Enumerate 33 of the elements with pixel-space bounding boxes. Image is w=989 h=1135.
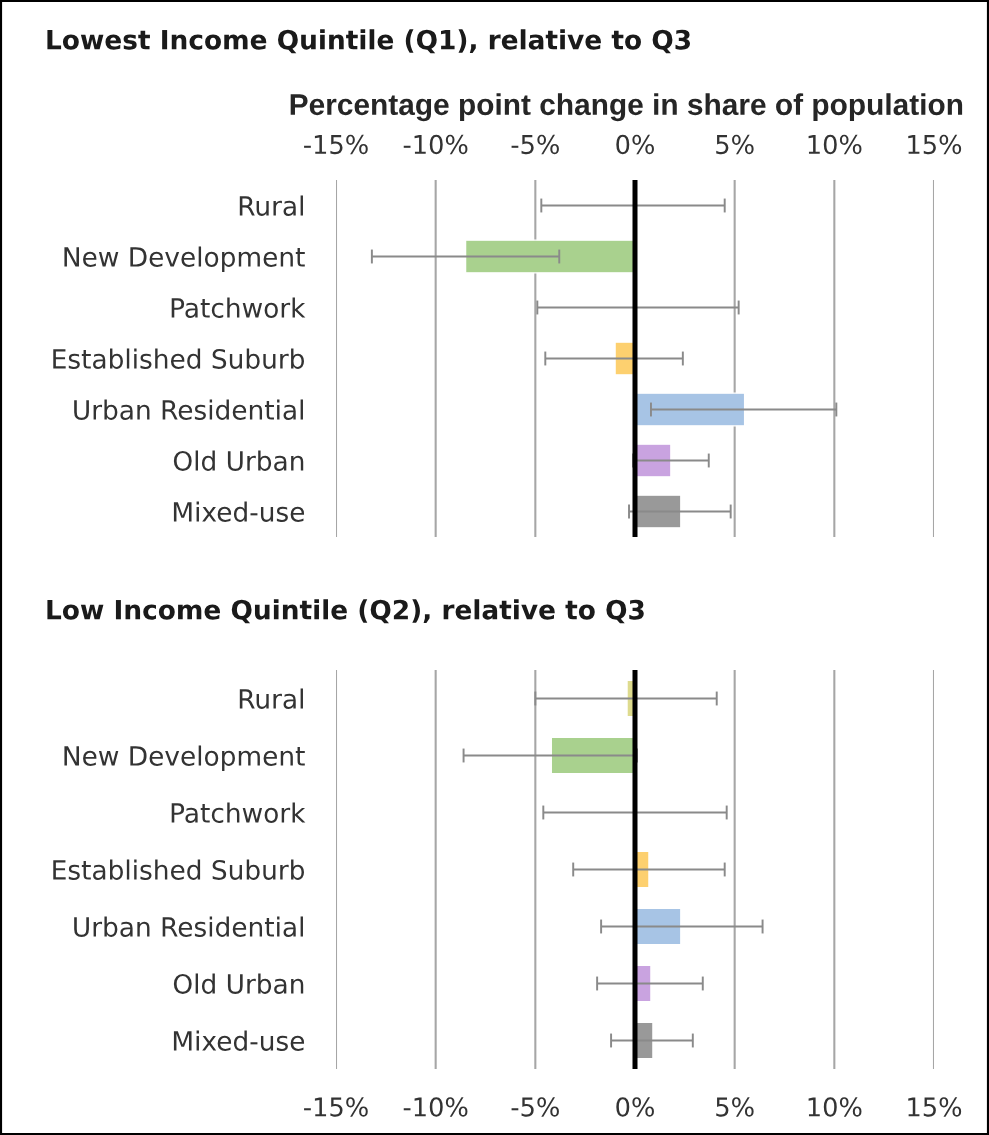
x-tick-label: 15% (908, 1097, 962, 1117)
y-tick-label: Mixed-use (173, 501, 305, 522)
y-tick-label: Patchwork (171, 802, 306, 823)
y-tick-label: Patchwork (171, 297, 306, 318)
x2-tick-label: 15% (908, 134, 962, 155)
x2-tick-label: 5% (716, 134, 754, 155)
y-tick-label: Rural (239, 688, 303, 709)
y-tick-label: Rural (239, 195, 303, 216)
x-tick-label: -15% (304, 1097, 368, 1117)
x2-tick-label: 0% (616, 134, 654, 155)
chart-title: Lowest Income Quintile (Q1), relative to Q3 (47, 29, 690, 54)
chart-title: Low Income Quintile (Q2), relative to Q3 (47, 599, 644, 624)
y-tick-label: Urban Residential (74, 916, 303, 937)
x2-tick-label: -5% (511, 134, 559, 155)
x-tick-label: 10% (808, 1097, 862, 1117)
x2-tick-label: -10% (403, 134, 468, 155)
x-tick-label: 5% (716, 1097, 754, 1117)
x-tick-label: -10% (403, 1097, 468, 1117)
bar (464, 239, 636, 274)
x2-tick-label: -15% (304, 134, 368, 155)
y-tick-label: Established Suburb (53, 859, 304, 880)
y-tick-label: Old Urban (173, 973, 304, 994)
bar (550, 736, 636, 775)
y-tick-label: New Development (64, 745, 305, 772)
x-tick-label: 0% (616, 1097, 654, 1117)
x-tick-label: -5% (511, 1097, 559, 1117)
y-tick-label: Old Urban (173, 450, 304, 471)
y-tick-label: Established Suburb (53, 348, 304, 369)
y-tick-label: Urban Residential (74, 399, 303, 420)
x2-axis-title: Percentage point change in share of population (290, 93, 963, 122)
y-tick-label: Mixed-use (173, 1030, 305, 1051)
y-tick-label: New Development (64, 246, 305, 273)
x2-tick-label: 10% (808, 134, 862, 155)
